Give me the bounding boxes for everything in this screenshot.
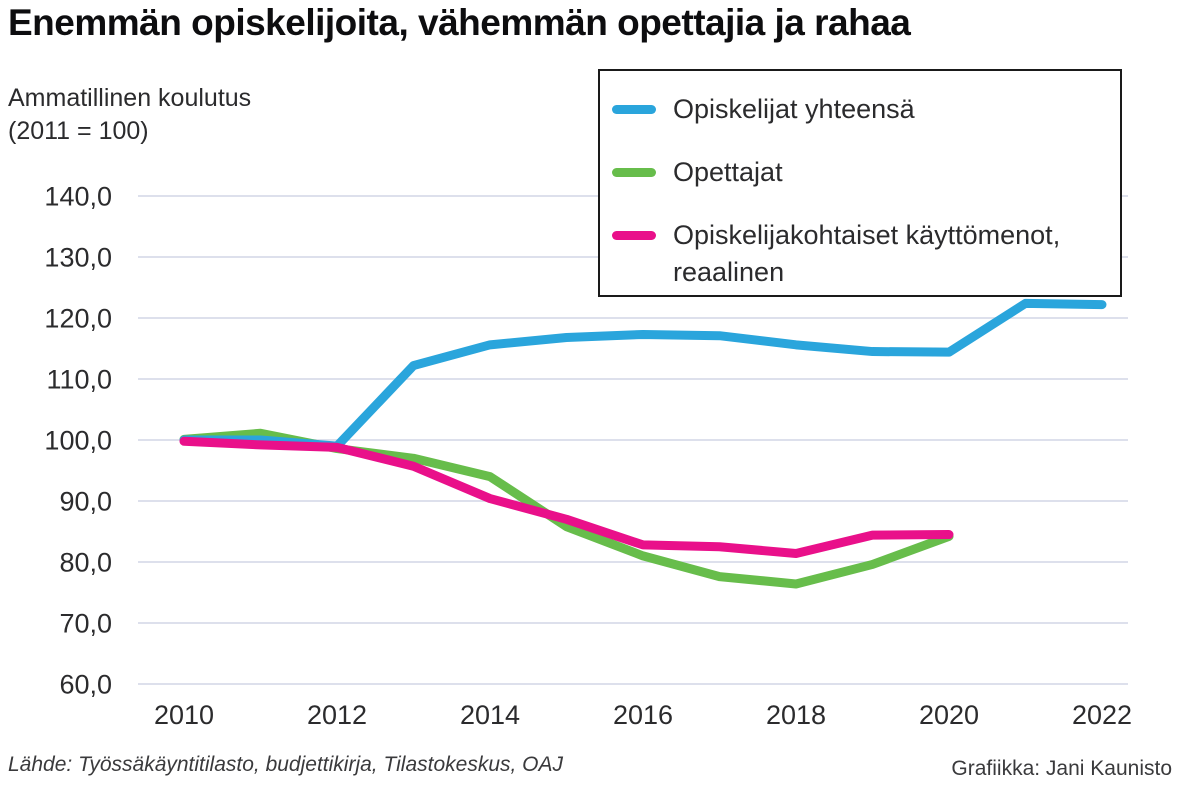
legend-item-teachers: Opettajat [612,154,1120,191]
x-axis-labels: 2010 2012 2014 2016 2018 2020 2022 [154,700,1132,730]
credit-text: Grafiikka: Jani Kaunisto [951,757,1172,780]
y-axis-labels: 140,0 130,0 120,0 110,0 100,0 90,0 80,0 70,0 60,… [44,182,112,700]
legend-item-expenses: Opiskelijakohtaiset käyttömenot, reaalin… [612,217,1120,291]
x-tick-label: 2010 [154,700,214,730]
y-tick-label: 140,0 [44,182,112,212]
series-line-opiskelijakohtaiset-k-ytt-menot-reaalinen [179,436,954,558]
x-tick-label: 2018 [766,700,826,730]
green-line-swatch-icon [612,167,656,177]
blue-line-swatch-icon [612,105,656,114]
y-tick-label: 70,0 [59,609,112,639]
x-tick-label: 2014 [460,700,520,730]
x-tick-label: 2022 [1072,700,1132,730]
y-tick-label: 60,0 [59,670,112,700]
source-text: Lähde: Työssäkäyntitilasto, budjettikirj… [8,753,564,776]
legend-label-students: Opiskelijat yhteensä [673,94,915,124]
chart-legend: Opiskelijat yhteensä Opettajat Opiskelij… [598,69,1122,297]
chart-subtitle-line1: Ammatillinen koulutus [8,84,252,112]
pink-line-swatch-icon [612,230,656,240]
y-tick-label: 110,0 [46,365,112,395]
y-tick-label: 90,0 [59,487,112,517]
y-tick-label: 80,0 [59,548,112,578]
chart-subtitle-line2: (2011 = 100) [8,116,149,145]
series-line-opiskelijat-yhteens [179,298,1107,451]
x-tick-label: 2012 [307,700,367,730]
y-tick-label: 130,0 [44,243,112,273]
y-tick-label: 120,0 [44,304,112,334]
x-tick-label: 2016 [613,700,673,730]
legend-label-expenses: Opiskelijakohtaiset käyttömenot, reaalin… [673,219,1061,287]
legend-item-students: Opiskelijat yhteensä [612,91,1120,128]
chart-title: Enemmän opiskelijoita, vähemmän opettaji… [8,2,911,43]
legend-label-teachers: Opettajat [673,156,783,187]
chart-subtitle: Ammatillinen koulutus (2011 = 100) [8,82,251,147]
x-tick-label: 2020 [919,700,979,730]
y-tick-label: 100,0 [44,426,112,456]
